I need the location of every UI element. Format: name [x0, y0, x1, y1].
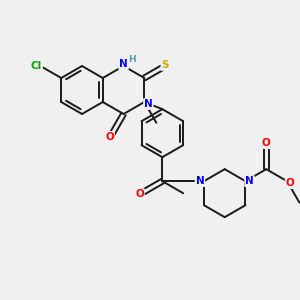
Text: Cl: Cl [31, 61, 42, 71]
Text: O: O [286, 178, 294, 188]
Text: S: S [161, 60, 169, 70]
Text: H: H [128, 56, 135, 64]
Text: O: O [105, 132, 114, 142]
Text: O: O [262, 138, 271, 148]
Text: N: N [196, 176, 204, 186]
Text: O: O [135, 189, 144, 199]
Text: N: N [119, 59, 128, 69]
Text: N: N [144, 99, 153, 109]
Text: N: N [245, 176, 254, 186]
